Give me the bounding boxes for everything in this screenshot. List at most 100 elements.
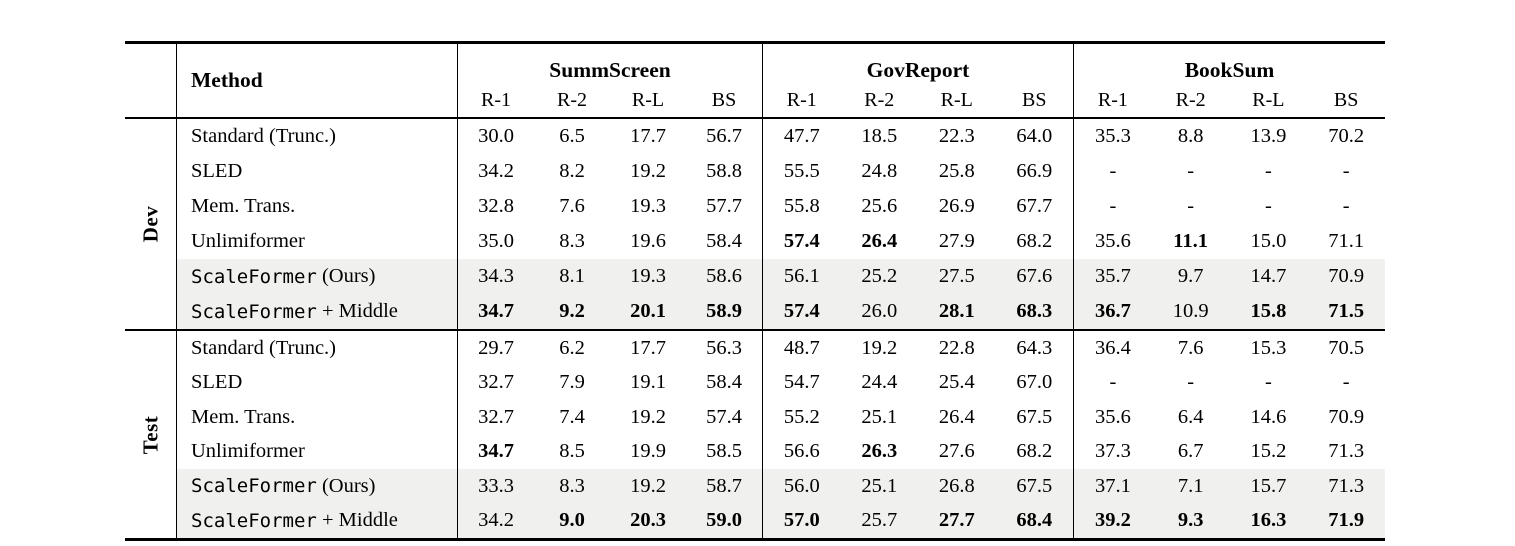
group-values: 34.2 9.0 20.3 59.0: [458, 503, 762, 537]
metric-value: 9.7: [1177, 265, 1204, 288]
metric-value: -: [1264, 160, 1272, 183]
metric-value: 58.9: [706, 300, 742, 323]
metric-value: 58.5: [706, 440, 742, 463]
method-name-mono: ScaleFormer: [191, 475, 317, 498]
metric-value: 33.3: [478, 474, 514, 497]
metric-value: 19.2: [861, 337, 898, 360]
method-cell: Unlimiformer: [177, 434, 458, 469]
dev-block: Dev Standard (Trunc.) 30.0 6.5 17.7 56.7 47.7…: [125, 119, 1385, 330]
metric-value: -: [1342, 160, 1350, 183]
metric-value: 19.2: [630, 474, 666, 497]
table-row: Unlimiformer 35.0 8.3 19.6 58.4 57.4 26.4 27.9 6…: [177, 224, 1385, 260]
method-name-suffix: + Middle: [316, 509, 398, 532]
method-cell: Standard (Trunc.): [177, 331, 458, 366]
test-block: Test Standard (Trunc.) 29.7 6.2 17.7 56.3 48.…: [125, 331, 1385, 538]
metric-header-rl: R-L: [940, 89, 973, 111]
table-row: ScaleFormer + Middle 34.7 9.2 20.1 58.9 57.4 2…: [177, 294, 1385, 330]
group-values: 35.6 11.1 15.0 71.1: [1073, 224, 1385, 260]
metric-value: 57.0: [783, 509, 820, 532]
metric-value: 34.2: [478, 509, 514, 532]
metric-value: 58.6: [706, 265, 742, 288]
metric-value: 56.1: [783, 265, 820, 288]
metric-value: 6.2: [559, 337, 585, 360]
method-name-mono: ScaleFormer: [191, 300, 317, 323]
metric-value: 8.8: [1177, 125, 1204, 148]
metric-value: 68.2: [1016, 230, 1053, 253]
metric-header-row: R-1 R-2 R-L BS: [458, 84, 762, 117]
metric-value: 70.9: [1328, 265, 1365, 288]
metric-value: 29.7: [478, 337, 514, 360]
metric-value: 36.4: [1094, 337, 1131, 360]
metric-value: 56.3: [706, 337, 742, 360]
group-values: 57.4 26.4 27.9 68.2: [762, 224, 1073, 260]
group-values: ----: [1073, 154, 1385, 190]
metric-value: 24.8: [861, 160, 898, 183]
metric-value: 25.8: [938, 160, 975, 183]
metric-value: 55.5: [783, 160, 820, 183]
group-values: 39.2 9.3 16.3 71.9: [1073, 503, 1385, 538]
metric-header-bs: BS: [1333, 89, 1359, 111]
group-values: 34.7 8.5 19.9 58.5: [458, 435, 762, 469]
group-values: 56.0 25.1 26.8 67.5: [762, 468, 1073, 504]
metric-value: 58.8: [706, 160, 742, 183]
method-name-mono: ScaleFormer: [191, 265, 317, 288]
metric-value: 57.4: [706, 405, 742, 428]
method-cell: Mem. Trans.: [177, 189, 458, 225]
metric-value: 32.8: [478, 195, 514, 218]
metric-value: 7.9: [559, 371, 585, 394]
test-rows-container: Standard (Trunc.) 29.7 6.2 17.7 56.3 48.7 19.2…: [177, 331, 1385, 538]
method-cell: Mem. Trans.: [177, 400, 458, 435]
metric-value: 68.4: [1016, 509, 1053, 532]
metric-value: 70.2: [1328, 125, 1365, 148]
metric-value: 15.8: [1250, 300, 1287, 323]
metric-value: 10.9: [1172, 300, 1209, 323]
table-row: ScaleFormer (Ours) 34.3 8.1 19.3 58.6 56.1 25.…: [177, 259, 1385, 295]
method-name-suffix: (Ours): [316, 265, 376, 288]
metric-value: 7.6: [559, 195, 585, 218]
metric-value: 71.3: [1328, 474, 1365, 497]
metric-header-bs: BS: [1022, 89, 1047, 111]
group-title-summscreen: SummScreen: [549, 58, 671, 82]
metric-value: 67.0: [1016, 371, 1053, 394]
metric-value: 71.9: [1328, 509, 1365, 532]
metric-value: 32.7: [478, 371, 514, 394]
metric-header-r2: R-2: [1175, 89, 1206, 111]
metric-value: 15.3: [1250, 337, 1287, 360]
metric-value: 32.7: [478, 405, 514, 428]
group-values: 47.7 18.5 22.3 64.0: [762, 119, 1073, 155]
group-values: 37.1 7.1 15.7 71.3: [1073, 468, 1385, 504]
metric-value: 35.7: [1094, 265, 1131, 288]
metric-value: 55.2: [783, 405, 820, 428]
split-label-test: Test: [138, 415, 162, 454]
table-row: SLED 32.7 7.9 19.1 58.4 54.7 24.4 25.4 67.0 - - - -: [177, 365, 1385, 401]
method-cell: Standard (Trunc.): [177, 119, 458, 155]
method-cell: Unlimiformer: [177, 224, 458, 260]
method-name-mono: ScaleFormer: [191, 509, 317, 532]
group-values: 35.6 6.4 14.6 70.9: [1073, 400, 1385, 435]
group-values: 56.1 25.2 27.5 67.6: [762, 259, 1073, 295]
metric-value: -: [1187, 371, 1195, 394]
group-values: 55.2 25.1 26.4 67.5: [762, 400, 1073, 435]
metric-value: 20.1: [630, 300, 666, 323]
metric-value: -: [1109, 160, 1117, 183]
metric-value: -: [1342, 195, 1350, 218]
group-values: 55.5 24.8 25.8 66.9: [762, 154, 1073, 190]
metric-value: 56.7: [706, 125, 742, 148]
metric-value: 6.5: [559, 125, 585, 148]
metric-header-row: R-1 R-2 R-L BS: [1074, 84, 1385, 117]
metric-value: 25.1: [861, 405, 898, 428]
top-rule: [125, 41, 1385, 44]
metric-value: 17.7: [630, 337, 666, 360]
metric-value: 20.3: [630, 509, 666, 532]
metric-value: 56.6: [783, 440, 820, 463]
split-label-dev: Dev: [138, 206, 162, 243]
metric-value: 64.0: [1016, 125, 1053, 148]
method-cell: ScaleFormer (Ours): [177, 468, 458, 504]
metric-value: 39.2: [1094, 509, 1131, 532]
header-rule: [125, 117, 1385, 120]
method-header-label: Method: [191, 68, 263, 92]
metric-value: 26.3: [861, 440, 898, 463]
metric-value: 28.1: [938, 300, 975, 323]
metric-value: 58.4: [706, 230, 742, 253]
table-row: Mem. Trans. 32.7 7.4 19.2 57.4 55.2 25.1 26.4 67…: [177, 400, 1385, 435]
